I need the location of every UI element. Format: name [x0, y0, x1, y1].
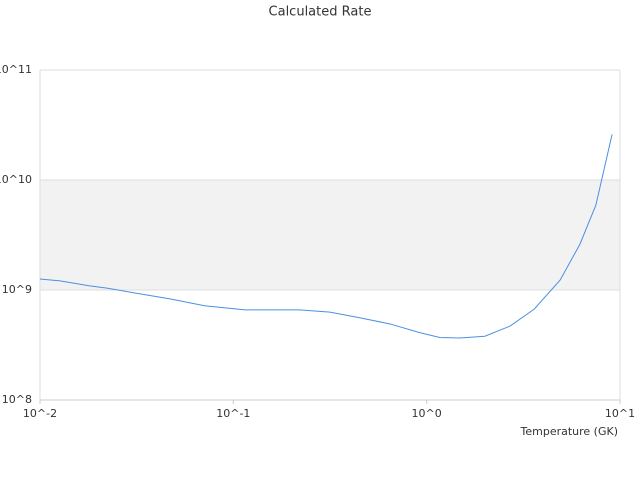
grid-band: [40, 180, 620, 290]
line-series: [39, 134, 613, 339]
x-tick-label: 10^-1: [216, 407, 250, 420]
x-tick-label: 10^0: [412, 407, 442, 420]
y-tick-label: 10^10: [0, 173, 32, 186]
x-tick-label: 10^-2: [23, 407, 57, 420]
y-tick-label: 10^11: [0, 63, 32, 76]
y-tick-label: 10^8: [2, 393, 32, 406]
x-tick-label: 10^1: [605, 407, 635, 420]
y-tick-label: 10^9: [2, 283, 32, 296]
x-axis-label: Temperature (GK): [520, 425, 619, 438]
chart-title: Calculated Rate: [269, 5, 372, 20]
